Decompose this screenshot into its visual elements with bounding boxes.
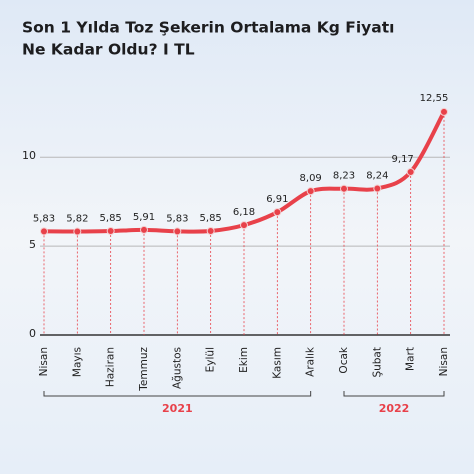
- year-label: 2021: [162, 402, 193, 415]
- value-label: 9,17: [392, 154, 414, 165]
- value-label: 12,55: [420, 93, 449, 104]
- y-tick-label: 5: [29, 238, 36, 251]
- x-tick-label: Ekim: [238, 347, 250, 373]
- point: [340, 184, 348, 193]
- value-label: 8,23: [333, 171, 355, 182]
- x-tick-label: Haziran: [105, 347, 117, 387]
- x-tick-label: Ocak: [338, 346, 350, 373]
- value-label: 5,85: [200, 213, 222, 224]
- value-label: 5,83: [33, 213, 55, 224]
- point: [406, 167, 415, 176]
- point: [40, 227, 48, 236]
- chart-subtitle: Ne Kadar Oldu? I TL: [22, 41, 195, 59]
- y-tick-label: 0: [29, 327, 36, 340]
- point: [240, 221, 248, 230]
- x-tick-label: Şubat: [371, 347, 383, 378]
- x-tick-label: Kasım: [271, 347, 283, 379]
- value-label: 8,24: [366, 171, 388, 182]
- x-tick-label: Mayıs: [71, 347, 83, 377]
- chart-title: Son 1 Yılda Toz Şekerin Ortalama Kg Fiya…: [22, 19, 394, 37]
- year-bracket: [343, 391, 445, 397]
- y-tick-label: 10: [22, 149, 36, 162]
- year-label: 2022: [379, 402, 410, 415]
- year-bracket: [43, 391, 312, 397]
- point: [273, 208, 282, 217]
- x-tick-label: Nisan: [438, 347, 450, 376]
- point: [106, 227, 115, 235]
- x-tick-label: Mart: [405, 347, 417, 371]
- value-label: 6,18: [233, 207, 255, 218]
- point: [306, 187, 315, 196]
- value-label: 5,83: [166, 213, 188, 224]
- point: [206, 227, 215, 235]
- point: [440, 107, 448, 116]
- point: [373, 184, 382, 193]
- x-tick-label: Nisan: [38, 347, 50, 376]
- value-label: 5,85: [100, 213, 122, 224]
- x-tick-label: Temmuz: [138, 347, 150, 392]
- point: [73, 227, 82, 236]
- point: [173, 227, 182, 236]
- point: [140, 225, 148, 234]
- x-tick-label: Ağustos: [171, 347, 183, 389]
- value-label: 6,91: [266, 194, 288, 205]
- value-label: 8,09: [300, 173, 322, 184]
- x-tick-label: Eylül: [205, 347, 217, 372]
- value-label: 5,82: [66, 214, 88, 225]
- value-label: 5,91: [133, 212, 155, 223]
- x-tick-label: Aralık: [305, 346, 317, 377]
